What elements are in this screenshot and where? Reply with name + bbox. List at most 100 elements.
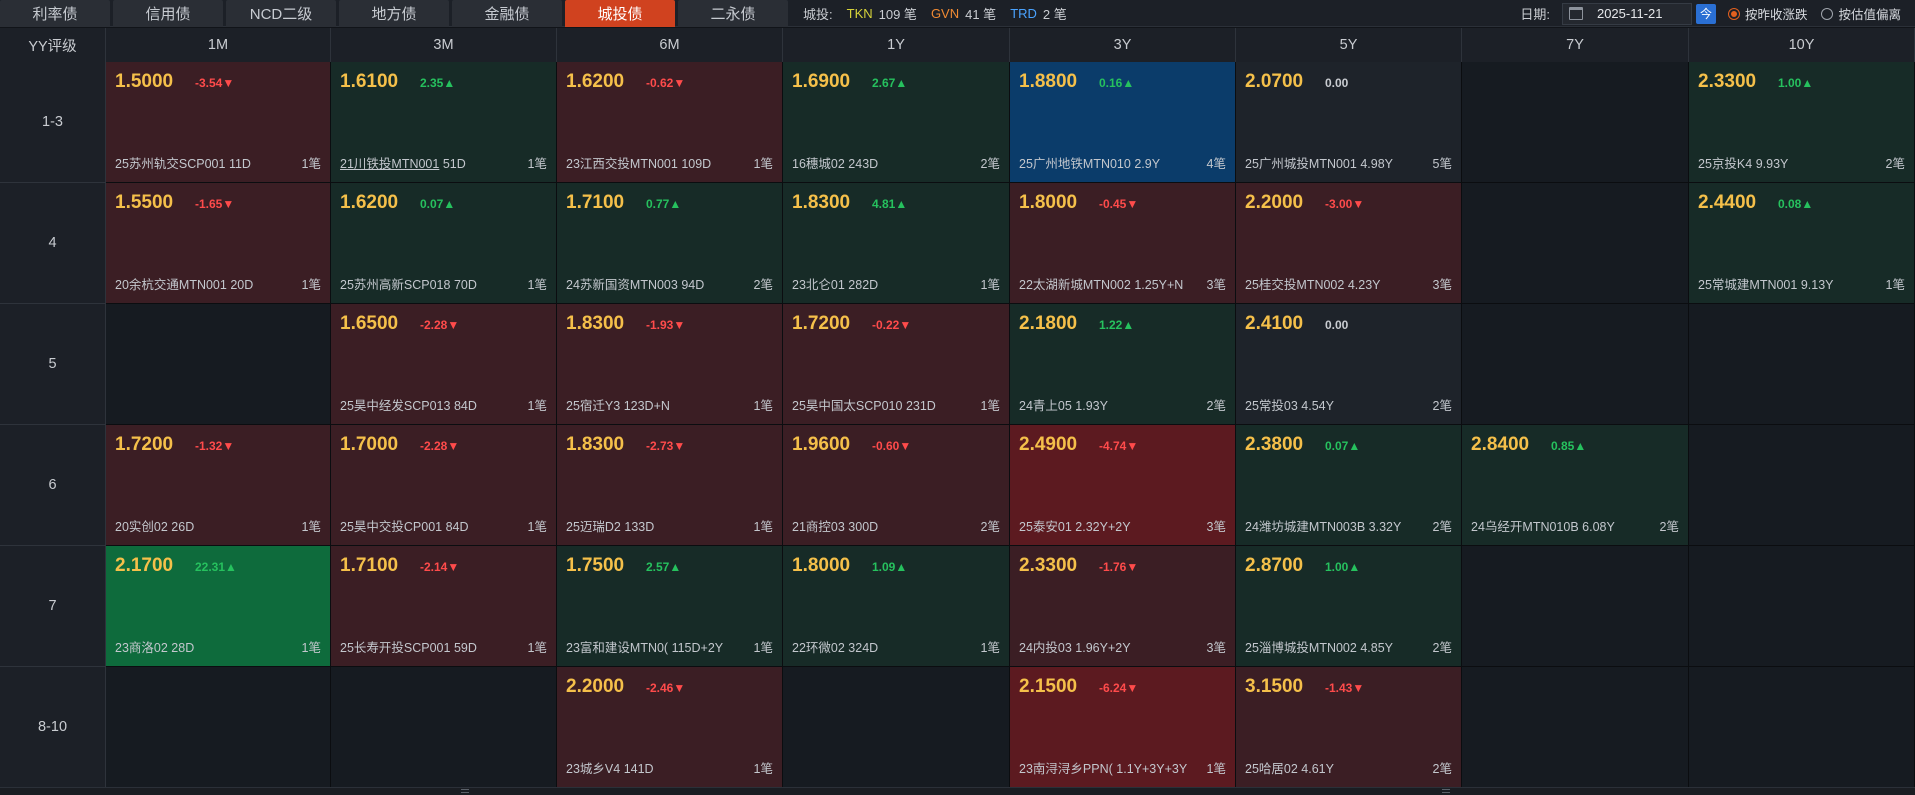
bond-name[interactable]: 24苏新国资MTN003 (566, 278, 678, 292)
bond-name[interactable]: 23北仑01 (792, 278, 845, 292)
quote-cell[interactable]: 1.6500 -2.28▼ 25昊中经发SCP013 84D 1笔 (331, 304, 557, 425)
tkn-count: 109 笔 (878, 6, 917, 22)
bond-name[interactable]: 25苏州高新SCP018 (340, 278, 451, 292)
quote-cell[interactable]: 1.8800 0.16▲ 25广州地铁MTN010 2.9Y 4笔 (1010, 62, 1236, 183)
quote-cell[interactable]: 2.4100 0.00 25常投03 4.54Y 2笔 (1236, 304, 1462, 425)
quote-cell[interactable]: 1.7200 -1.32▼ 20实创02 26D 1笔 (106, 425, 331, 546)
bond-name[interactable]: 25苏州轨交SCP001 (115, 157, 226, 171)
bond-name[interactable]: 21商控03 (792, 520, 845, 534)
quote-cell[interactable]: 2.2000 -2.46▼ 23城乡V4 141D 1笔 (557, 667, 783, 788)
tenor-header-3y[interactable]: 3Y (1010, 28, 1236, 62)
resize-grip-icon[interactable] (1442, 789, 1450, 793)
quote-cell[interactable]: 1.8000 -0.45▼ 22太湖新城MTN002 1.25Y+N 3笔 (1010, 183, 1236, 304)
tab-2[interactable]: NCD二级 (226, 0, 336, 27)
bond-name[interactable]: 16穗城02 (792, 157, 845, 171)
tab-4[interactable]: 金融债 (452, 0, 562, 27)
tab-5[interactable]: 城投债 (565, 0, 675, 27)
bond-name[interactable]: 25广州城投MTN001 (1245, 157, 1357, 171)
bond-info: 24潍坊城建MTN003B 3.32Y (1245, 516, 1401, 535)
tab-0[interactable]: 利率债 (0, 0, 110, 27)
bond-name[interactable]: 23江西交投MTN001 (566, 157, 678, 171)
tenor-header-1m[interactable]: 1M (106, 28, 331, 62)
quote-cell[interactable]: 1.8000 1.09▲ 22环微02 324D 1笔 (783, 546, 1010, 667)
quote-cell[interactable]: 2.4400 0.08▲ 25常城建MTN001 9.13Y 1笔 (1689, 183, 1915, 304)
quote-cell[interactable]: 2.1800 1.22▲ 24青上05 1.93Y 2笔 (1010, 304, 1236, 425)
bond-info: 25长寿开投SCP001 59D (340, 637, 477, 656)
quote-cell[interactable]: 1.6100 2.35▲ 21川铁投MTN001 51D 1笔 (331, 62, 557, 183)
tkn-label[interactable]: TKN (846, 5, 873, 21)
bond-name[interactable]: 24青上05 (1019, 399, 1072, 413)
option-prev-close[interactable]: 按昨收涨跌 (1727, 4, 1807, 23)
quote-cell[interactable]: 2.0700 0.00 25广州城投MTN001 4.98Y 5笔 (1236, 62, 1462, 183)
bond-term: 2.32Y+2Y (1075, 520, 1131, 534)
bond-name[interactable]: 24潍坊城建MTN003B (1245, 520, 1366, 534)
quote-cell[interactable]: 1.9600 -0.60▼ 21商控03 300D 2笔 (783, 425, 1010, 546)
bond-name[interactable]: 25昊中经发SCP013 (340, 399, 451, 413)
quote-cell[interactable]: 2.8700 1.00▲ 25淄博城投MTN002 4.85Y 2笔 (1236, 546, 1462, 667)
bond-name[interactable]: 22环微02 (792, 641, 845, 655)
tenor-header-5y[interactable]: 5Y (1236, 28, 1462, 62)
date-picker[interactable]: 2025-11-21 (1561, 2, 1692, 25)
tenor-header-10y[interactable]: 10Y (1689, 28, 1915, 62)
bond-name[interactable]: 25长寿开投SCP001 (340, 641, 451, 655)
bottom-resize-strip[interactable] (0, 787, 1915, 795)
quote-cell[interactable]: 2.1700 22.31▲ 23商洛02 28D 1笔 (106, 546, 331, 667)
bond-name[interactable]: 25迈瑞D2 (566, 520, 621, 534)
quote-cell[interactable]: 2.3800 0.07▲ 24潍坊城建MTN003B 3.32Y 2笔 (1236, 425, 1462, 546)
bond-name[interactable]: 25桂交投MTN002 (1245, 278, 1345, 292)
quote-cell[interactable]: 1.5000 -3.54▼ 25苏州轨交SCP001 11D 1笔 (106, 62, 331, 183)
bond-name[interactable]: 25泰安01 (1019, 520, 1072, 534)
quote-cell[interactable]: 2.4900 -4.74▼ 25泰安01 2.32Y+2Y 3笔 (1010, 425, 1236, 546)
quote-cell[interactable]: 1.5500 -1.65▼ 20余杭交通MTN001 20D 1笔 (106, 183, 331, 304)
quote-cell[interactable]: 1.7100 0.77▲ 24苏新国资MTN003 94D 2笔 (557, 183, 783, 304)
bond-name[interactable]: 21川铁投MTN001 (340, 157, 440, 171)
option-valuation-deviation[interactable]: 按估值偏离 (1821, 4, 1901, 23)
tenor-header-3m[interactable]: 3M (331, 28, 557, 62)
today-button[interactable]: 今 (1695, 3, 1716, 24)
quote-cell[interactable]: 1.8300 -2.73▼ 25迈瑞D2 133D 1笔 (557, 425, 783, 546)
tenor-header-6m[interactable]: 6M (557, 28, 783, 62)
quote-cell[interactable]: 3.1500 -1.43▼ 25哈居02 4.61Y 2笔 (1236, 667, 1462, 788)
quote-cell[interactable]: 1.7200 -0.22▼ 25昊中国太SCP010 231D 1笔 (783, 304, 1010, 425)
bond-name[interactable]: 22太湖新城MTN002 (1019, 278, 1131, 292)
bond-name[interactable]: 25常投03 (1245, 399, 1298, 413)
quote-cell[interactable]: 1.8300 -1.93▼ 25宿迁Y3 123D+N 1笔 (557, 304, 783, 425)
resize-grip-icon[interactable] (461, 789, 469, 793)
quote-cell[interactable]: 2.2000 -3.00▼ 25桂交投MTN002 4.23Y 3笔 (1236, 183, 1462, 304)
bond-name[interactable]: 25京投K4 (1698, 157, 1753, 171)
quote-cell[interactable]: 2.1500 -6.24▼ 23南浔浔乡PPN( 1.1Y+3Y+3Y 1笔 (1010, 667, 1236, 788)
bond-name[interactable]: 25广州地铁MTN010 (1019, 157, 1131, 171)
quote-cell[interactable]: 2.8400 0.85▲ 24乌经开MTN010B 6.08Y 2笔 (1462, 425, 1689, 546)
bond-name[interactable]: 25宿迁Y3 (566, 399, 621, 413)
quote-cell[interactable]: 1.6200 -0.62▼ 23江西交投MTN001 109D 1笔 (557, 62, 783, 183)
tab-3[interactable]: 地方债 (339, 0, 449, 27)
quote-cell[interactable]: 1.6200 0.07▲ 25苏州高新SCP018 70D 1笔 (331, 183, 557, 304)
bond-name[interactable]: 20实创02 (115, 520, 168, 534)
bond-name[interactable]: 25哈居02 (1245, 762, 1298, 776)
bond-name[interactable]: 24乌经开MTN010B (1471, 520, 1579, 534)
quote-cell[interactable]: 2.3300 1.00▲ 25京投K4 9.93Y 2笔 (1689, 62, 1915, 183)
quote-cell[interactable]: 1.7500 2.57▲ 23富和建设MTN0( 115D+2Y 1笔 (557, 546, 783, 667)
tenor-header-1y[interactable]: 1Y (783, 28, 1010, 62)
bond-name[interactable]: 25昊中交投CP001 (340, 520, 443, 534)
quote-cell[interactable]: 1.6900 2.67▲ 16穗城02 243D 2笔 (783, 62, 1010, 183)
bond-name[interactable]: 23商洛02 (115, 641, 168, 655)
bond-name[interactable]: 23城乡V4 (566, 762, 621, 776)
change-bp: -2.28▼ (420, 439, 460, 453)
bond-name[interactable]: 23富和建设MTN0( (566, 641, 669, 655)
quote-cell[interactable]: 1.8300 4.81▲ 23北仑01 282D 1笔 (783, 183, 1010, 304)
bond-name[interactable]: 20余杭交通MTN001 (115, 278, 227, 292)
quote-cell[interactable]: 2.3300 -1.76▼ 24内投03 1.96Y+2Y 3笔 (1010, 546, 1236, 667)
gvn-label[interactable]: GVN (930, 5, 960, 21)
bond-name[interactable]: 25昊中国太SCP010 (792, 399, 903, 413)
trd-label[interactable]: TRD (1010, 5, 1037, 21)
tab-6[interactable]: 二永债 (678, 0, 788, 27)
bond-name[interactable]: 25淄博城投MTN002 (1245, 641, 1357, 655)
bond-name[interactable]: 23南浔浔乡PPN( (1019, 762, 1113, 776)
tab-1[interactable]: 信用债 (113, 0, 223, 27)
quote-cell[interactable]: 1.7100 -2.14▼ 25长寿开投SCP001 59D 1笔 (331, 546, 557, 667)
quote-cell[interactable]: 1.7000 -2.28▼ 25昊中交投CP001 84D 1笔 (331, 425, 557, 546)
bond-name[interactable]: 25常城建MTN001 (1698, 278, 1798, 292)
tenor-header-7y[interactable]: 7Y (1462, 28, 1689, 62)
bond-name[interactable]: 24内投03 (1019, 641, 1072, 655)
